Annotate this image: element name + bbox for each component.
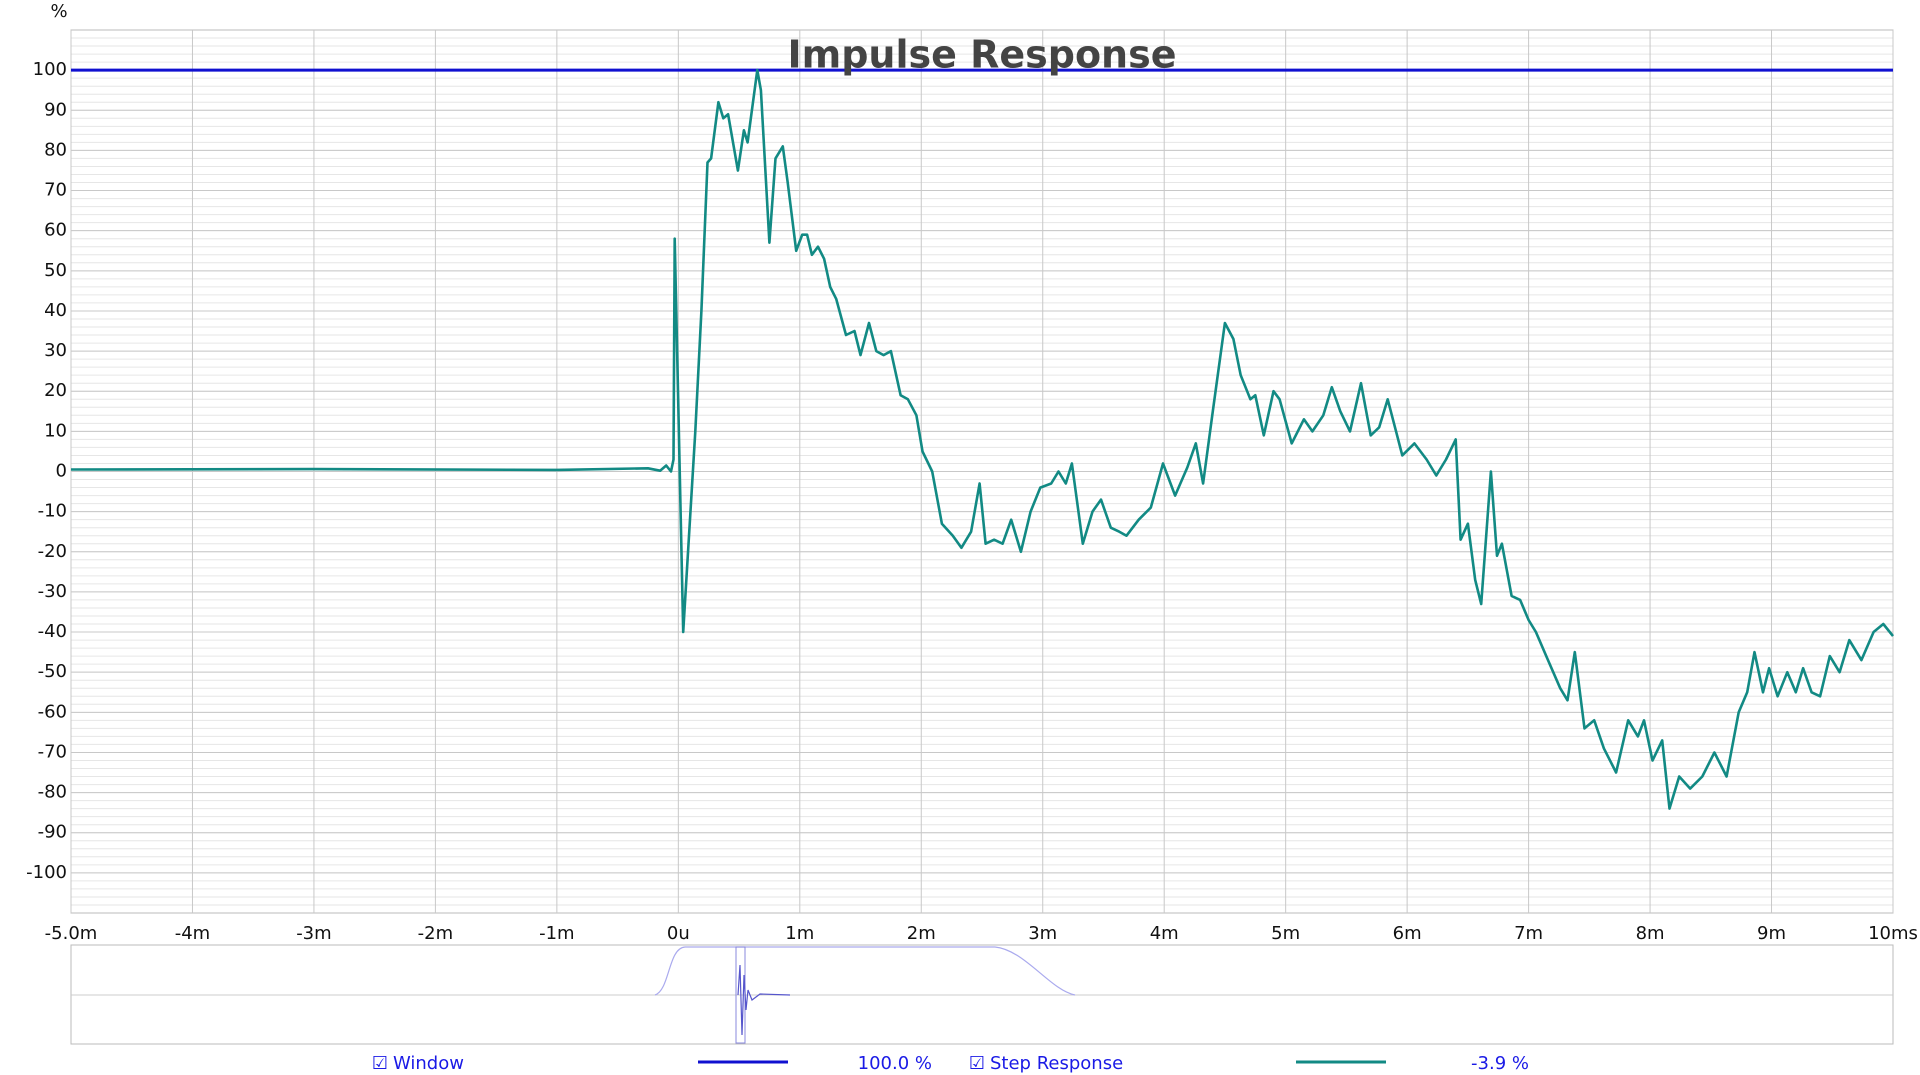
legend-value: 100.0 % <box>858 1053 932 1074</box>
legend-name: Step Response <box>990 1053 1123 1074</box>
overview-trace <box>737 964 791 1036</box>
y-tick-label: 30 <box>44 340 67 361</box>
y-tick-label: -90 <box>38 822 67 843</box>
x-tick-label: 5m <box>1271 923 1300 944</box>
y-tick-label: -40 <box>38 621 67 642</box>
y-tick-label: 20 <box>44 380 67 401</box>
x-tick-label: 1m <box>785 923 814 944</box>
x-tick-label: 2m <box>907 923 936 944</box>
chart-title: Impulse Response <box>787 33 1176 77</box>
x-tick-label: 0u <box>667 923 690 944</box>
y-tick-label: 70 <box>44 180 67 201</box>
y-tick-label: 80 <box>44 139 67 160</box>
x-tick-label: -4m <box>175 923 210 944</box>
legend-checkbox[interactable]: ☑ <box>969 1053 985 1074</box>
y-tick-label: -70 <box>38 741 67 762</box>
legend-checkbox[interactable]: ☑ <box>372 1053 388 1074</box>
x-tick-label: -2m <box>418 923 453 944</box>
grid: 1009080706050403020100-10-20-30-40-50-60… <box>26 30 1918 944</box>
x-tick-label: 8m <box>1636 923 1665 944</box>
x-tick-label: 6m <box>1393 923 1422 944</box>
y-tick-label: -20 <box>38 541 67 562</box>
y-tick-label: -30 <box>38 581 67 602</box>
x-tick-label: 4m <box>1150 923 1179 944</box>
x-tick-label: 7m <box>1514 923 1543 944</box>
x-tick-label: 3m <box>1028 923 1057 944</box>
y-tick-label: 40 <box>44 300 67 321</box>
x-tick-label: -5.0m <box>45 923 98 944</box>
series-line <box>70 68 1895 810</box>
legend-name: Window <box>393 1053 464 1074</box>
y-tick-label: 90 <box>44 99 67 120</box>
y-tick-label: 0 <box>56 461 67 482</box>
y-tick-label: 60 <box>44 220 67 241</box>
legend-value: -3.9 % <box>1471 1053 1529 1074</box>
x-tick-label: -1m <box>539 923 574 944</box>
y-tick-label: 50 <box>44 260 67 281</box>
y-axis-label: % <box>50 1 67 22</box>
x-tick-label: -3m <box>296 923 331 944</box>
y-tick-label: 100 <box>33 59 67 80</box>
x-tick-label: 9m <box>1757 923 1786 944</box>
x-tick-label: 10ms <box>1868 923 1918 944</box>
series <box>70 68 1895 810</box>
overview-window <box>654 946 1076 996</box>
y-tick-label: 10 <box>44 420 67 441</box>
y-tick-label: -60 <box>38 701 67 722</box>
y-tick-label: -10 <box>38 501 67 522</box>
y-tick-label: -100 <box>26 862 67 883</box>
legend: ☑ Window 100.0 % ☑ Step Response -3.9 % <box>372 1053 1529 1074</box>
y-tick-label: -50 <box>38 661 67 682</box>
y-tick-label: -80 <box>38 782 67 803</box>
